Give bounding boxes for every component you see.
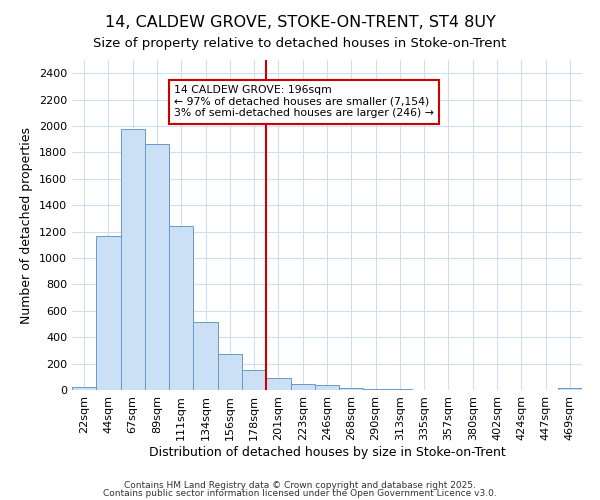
Y-axis label: Number of detached properties: Number of detached properties [20, 126, 34, 324]
Bar [145, 144, 169, 390]
Bar [558, 388, 582, 390]
Bar [121, 128, 145, 390]
Bar [242, 370, 266, 390]
Bar [72, 386, 96, 390]
Bar [315, 384, 339, 390]
Bar [364, 388, 388, 390]
Text: Contains HM Land Registry data © Crown copyright and database right 2025.: Contains HM Land Registry data © Crown c… [124, 480, 476, 490]
Text: Contains public sector information licensed under the Open Government Licence v3: Contains public sector information licen… [103, 489, 497, 498]
Bar [339, 388, 364, 390]
Bar [169, 226, 193, 390]
X-axis label: Distribution of detached houses by size in Stoke-on-Trent: Distribution of detached houses by size … [149, 446, 505, 458]
Bar [290, 384, 315, 390]
Bar [193, 322, 218, 390]
Bar [218, 354, 242, 390]
Text: Size of property relative to detached houses in Stoke-on-Trent: Size of property relative to detached ho… [94, 38, 506, 51]
Text: 14 CALDEW GROVE: 196sqm
← 97% of detached houses are smaller (7,154)
3% of semi-: 14 CALDEW GROVE: 196sqm ← 97% of detache… [174, 85, 434, 118]
Text: 14, CALDEW GROVE, STOKE-ON-TRENT, ST4 8UY: 14, CALDEW GROVE, STOKE-ON-TRENT, ST4 8U… [104, 15, 496, 30]
Bar [96, 236, 121, 390]
Bar [266, 378, 290, 390]
